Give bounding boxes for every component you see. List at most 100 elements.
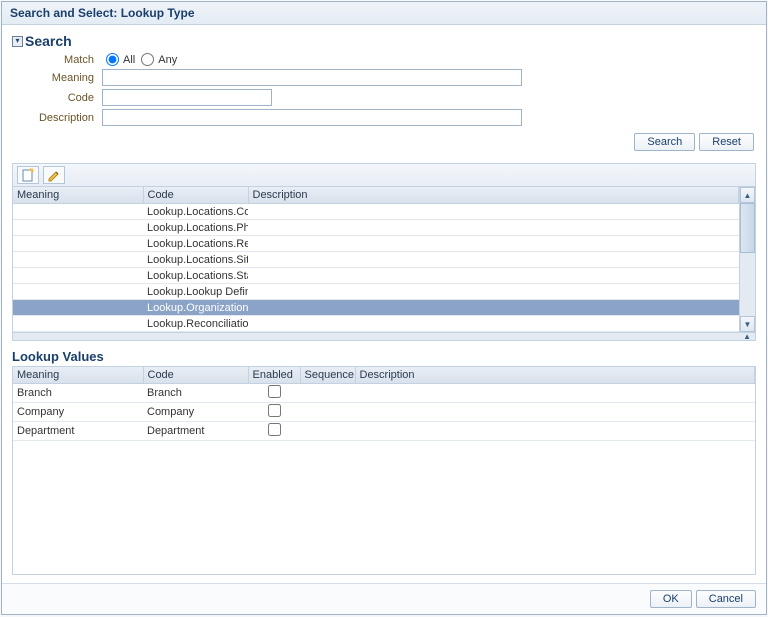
cell-description (355, 403, 755, 422)
cell-code: Lookup.Reconciliation (143, 316, 248, 332)
code-input[interactable] (102, 89, 272, 106)
match-all-radio[interactable] (106, 53, 119, 66)
lv-header-row: Meaning Code Enabled Sequence Descriptio… (13, 367, 755, 384)
table-row[interactable]: DepartmentDepartment (13, 422, 755, 441)
results-scroll: Meaning Code Description Lookup.Location… (13, 187, 739, 332)
table-row[interactable]: Lookup.Lookup Defini (13, 284, 739, 300)
dialog-footer: OK Cancel (2, 583, 766, 614)
enabled-checkbox[interactable] (268, 385, 281, 398)
table-row[interactable]: CompanyCompany (13, 403, 755, 422)
cell-description (248, 252, 739, 268)
cancel-button[interactable]: Cancel (696, 590, 756, 608)
cell-description (248, 236, 739, 252)
table-row[interactable]: Lookup.Locations.Pho (13, 220, 739, 236)
scroll-track[interactable] (740, 203, 755, 316)
cell-meaning (13, 268, 143, 284)
lv-col-enabled[interactable]: Enabled (248, 367, 300, 384)
cell-meaning (13, 236, 143, 252)
cell-code: Branch (143, 384, 248, 403)
search-button[interactable]: Search (634, 133, 695, 151)
cell-code: Lookup.Organization. (143, 300, 248, 316)
cell-meaning (13, 220, 143, 236)
cell-description (355, 384, 755, 403)
table-row[interactable]: BranchBranch (13, 384, 755, 403)
pencil-icon (47, 168, 61, 182)
search-select-dialog: Search and Select: Lookup Type ▾ Search … (1, 1, 767, 615)
meaning-input[interactable] (102, 69, 522, 86)
code-label: Code (12, 92, 102, 104)
dialog-content: ▾ Search Match All Any Meaning Code (2, 25, 766, 583)
cell-description (355, 422, 755, 441)
lookup-values-heading: Lookup Values (12, 349, 756, 364)
table-row[interactable]: Lookup.Locations.Sta (13, 268, 739, 284)
table-row[interactable]: Lookup.Locations.Reg (13, 236, 739, 252)
match-any-radio[interactable] (141, 53, 154, 66)
cell-code: Lookup.Lookup Defini (143, 284, 248, 300)
table-collapse-bar[interactable]: ▲ (12, 333, 756, 341)
search-button-row: Search Reset (12, 129, 756, 157)
cell-sequence (300, 384, 355, 403)
ok-button[interactable]: OK (650, 590, 692, 608)
cell-code: Company (143, 403, 248, 422)
collapse-toggle-icon[interactable]: ▾ (12, 36, 23, 47)
description-input[interactable] (102, 109, 522, 126)
dialog-title: Search and Select: Lookup Type (2, 2, 766, 25)
description-label: Description (12, 112, 102, 124)
cell-code: Lookup.Locations.Sit (143, 252, 248, 268)
cell-description (248, 220, 739, 236)
table-row[interactable]: Lookup.Organization. (13, 300, 739, 316)
cell-meaning (13, 284, 143, 300)
lv-col-sequence[interactable]: Sequence (300, 367, 355, 384)
cell-meaning (13, 252, 143, 268)
match-any-label: Any (158, 54, 177, 66)
meaning-label: Meaning (12, 72, 102, 84)
search-header: ▾ Search (12, 33, 756, 49)
col-description[interactable]: Description (248, 187, 739, 204)
cell-enabled (248, 384, 300, 403)
cell-meaning (13, 316, 143, 332)
cell-meaning: Branch (13, 384, 143, 403)
match-radio-group: All Any (102, 53, 177, 66)
cell-meaning: Department (13, 422, 143, 441)
cell-description (248, 316, 739, 332)
meaning-row: Meaning (12, 69, 756, 86)
edit-button[interactable] (43, 166, 65, 184)
col-code[interactable]: Code (143, 187, 248, 204)
cell-code: Lookup.Locations.Cou (143, 204, 248, 220)
enabled-checkbox[interactable] (268, 404, 281, 417)
code-row: Code (12, 89, 756, 106)
cell-meaning (13, 204, 143, 220)
lookup-values-table-wrap: Meaning Code Enabled Sequence Descriptio… (12, 366, 756, 575)
lv-col-code[interactable]: Code (143, 367, 248, 384)
reset-button[interactable]: Reset (699, 133, 754, 151)
enabled-checkbox[interactable] (268, 423, 281, 436)
lv-col-description[interactable]: Description (355, 367, 755, 384)
cell-description (248, 284, 739, 300)
results-header-row: Meaning Code Description (13, 187, 739, 204)
scroll-thumb[interactable] (740, 203, 755, 253)
collapse-up-icon: ▲ (743, 332, 751, 341)
cell-enabled (248, 422, 300, 441)
lv-col-meaning[interactable]: Meaning (13, 367, 143, 384)
cell-description (248, 300, 739, 316)
col-meaning[interactable]: Meaning (13, 187, 143, 204)
cell-meaning: Company (13, 403, 143, 422)
search-heading: Search (25, 33, 72, 49)
cell-description (248, 204, 739, 220)
new-button[interactable] (17, 166, 39, 184)
scroll-up-icon[interactable]: ▲ (740, 187, 755, 203)
new-icon (21, 168, 35, 182)
scroll-down-icon[interactable]: ▼ (740, 316, 755, 332)
table-row[interactable]: Lookup.Reconciliation (13, 316, 739, 332)
results-table: Meaning Code Description Lookup.Location… (13, 187, 739, 332)
results-toolbar (12, 163, 756, 187)
match-row: Match All Any (12, 53, 756, 66)
table-row[interactable]: Lookup.Locations.Cou (13, 204, 739, 220)
cell-code: Department (143, 422, 248, 441)
cell-code: Lookup.Locations.Reg (143, 236, 248, 252)
cell-enabled (248, 403, 300, 422)
table-row[interactable]: Lookup.Locations.Sit (13, 252, 739, 268)
results-scrollbar[interactable]: ▲ ▼ (739, 187, 755, 332)
search-section: ▾ Search Match All Any Meaning Code (12, 33, 756, 157)
cell-sequence (300, 422, 355, 441)
